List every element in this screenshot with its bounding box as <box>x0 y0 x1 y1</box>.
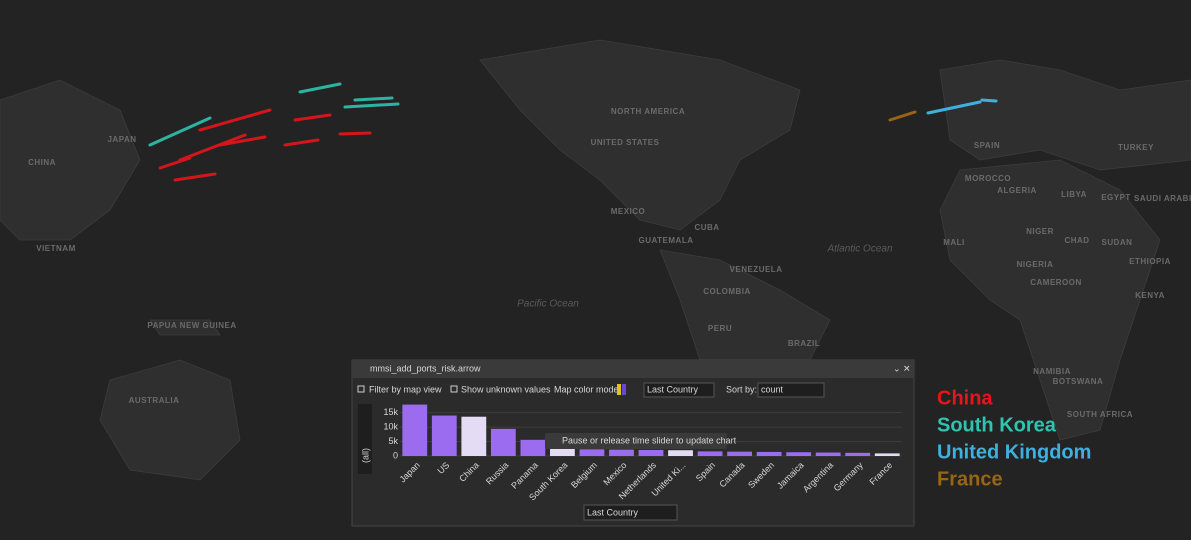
panel-title: mmsi_add_ports_risk.arrow <box>370 363 481 373</box>
map-label: Atlantic Ocean <box>826 244 892 255</box>
map-label: NIGER <box>1026 227 1054 236</box>
collapse[interactable]: ⌄ ✕ <box>893 363 911 373</box>
legend-entry: France <box>937 468 1003 490</box>
map-label: NIGERIA <box>1017 260 1054 269</box>
tooltip: Pause or release time slider to update c… <box>545 433 737 449</box>
bar <box>697 451 723 456</box>
select[interactable] <box>583 504 678 521</box>
checkbox[interactable] <box>357 385 365 393</box>
map-label: MOROCCO <box>965 174 1011 183</box>
map-label: Pacific Ocean <box>517 299 579 310</box>
y-tick-label: 10k <box>383 421 398 431</box>
legend-entry: China <box>937 387 993 409</box>
bar <box>756 451 782 456</box>
legend-entry: United Kingdom <box>937 441 1091 463</box>
select-value: Last Country <box>647 384 699 394</box>
map-label: GUATEMALA <box>638 236 693 245</box>
bar <box>550 448 575 456</box>
bar <box>727 451 752 456</box>
map-label: ETHIOPIA <box>1129 257 1171 266</box>
bar <box>402 404 428 456</box>
map-label: CHAD <box>1064 236 1089 245</box>
map-label: SUDAN <box>1102 238 1133 247</box>
bar <box>874 453 900 456</box>
panel: mmsi_add_ports_risk.arrow ⌄ ✕ Filter by … <box>351 359 915 527</box>
map-label: SOUTH AFRICA <box>1067 410 1133 419</box>
bar <box>638 449 664 456</box>
side-label: (all) <box>360 448 370 463</box>
bottom-select: Last Country <box>587 507 639 517</box>
map-label: NAMIBIA <box>1033 367 1071 376</box>
map-label: ALGERIA <box>997 186 1037 195</box>
swatch <box>622 384 626 395</box>
map-label: UNITED STATES <box>591 138 660 147</box>
swatch <box>617 384 621 395</box>
bar <box>815 452 841 456</box>
bar <box>579 449 605 456</box>
filter-label: Filter by map view <box>369 384 442 394</box>
ship-tracks <box>148 82 998 182</box>
bar <box>490 428 516 456</box>
select[interactable] <box>643 382 715 398</box>
map-label: PERU <box>708 324 732 333</box>
checkbox[interactable] <box>450 385 458 393</box>
map-label: LIBYA <box>1061 190 1087 199</box>
bar <box>461 416 487 456</box>
select[interactable] <box>757 382 825 398</box>
map-label: JAPAN <box>107 135 136 144</box>
map-label: AUSTRALIA <box>129 396 180 405</box>
map-label: NORTH AMERICA <box>611 107 685 116</box>
side-bar <box>358 404 372 474</box>
map-label: EGYPT <box>1101 193 1131 202</box>
map-label: TURKEY <box>1118 143 1154 152</box>
y-tick-label: 15k <box>383 407 398 417</box>
legend-entry: South Korea <box>937 414 1057 436</box>
bar <box>845 452 871 456</box>
bar <box>431 415 457 456</box>
map-label: KENYA <box>1135 291 1165 300</box>
map-label: COLOMBIA <box>703 287 751 296</box>
map-label: BOTSWANA <box>1053 377 1104 386</box>
unknown-label: Show unknown values <box>461 384 551 394</box>
map-label: CHINA <box>28 158 56 167</box>
panel-header <box>352 360 914 378</box>
map-label: SAUDI ARABIA <box>1134 194 1191 203</box>
y-tick-label: 5k <box>388 436 398 446</box>
bar <box>668 450 693 456</box>
tooltip-text: Pause or release time slider to update c… <box>562 435 737 445</box>
map-label: VENEZUELA <box>730 265 783 274</box>
map-label: CUBA <box>694 223 719 232</box>
color-mode-label: Map color mode: <box>554 384 621 394</box>
map-label: CAMEROON <box>1030 278 1082 287</box>
map-label: PAPUA NEW GUINEA <box>147 321 236 330</box>
y-tick-label: 0 <box>393 450 398 460</box>
map-label: SPAIN <box>974 141 1000 150</box>
sort-label: Sort by: <box>726 384 757 394</box>
bar <box>520 439 546 456</box>
map-label: MALI <box>943 238 965 247</box>
bar <box>609 449 634 456</box>
sort-value: count <box>761 384 784 394</box>
map-label: BRAZIL <box>788 339 820 348</box>
bar <box>786 452 812 456</box>
map-label: VIETNAM <box>36 244 76 253</box>
map-label: MEXICO <box>611 207 646 216</box>
